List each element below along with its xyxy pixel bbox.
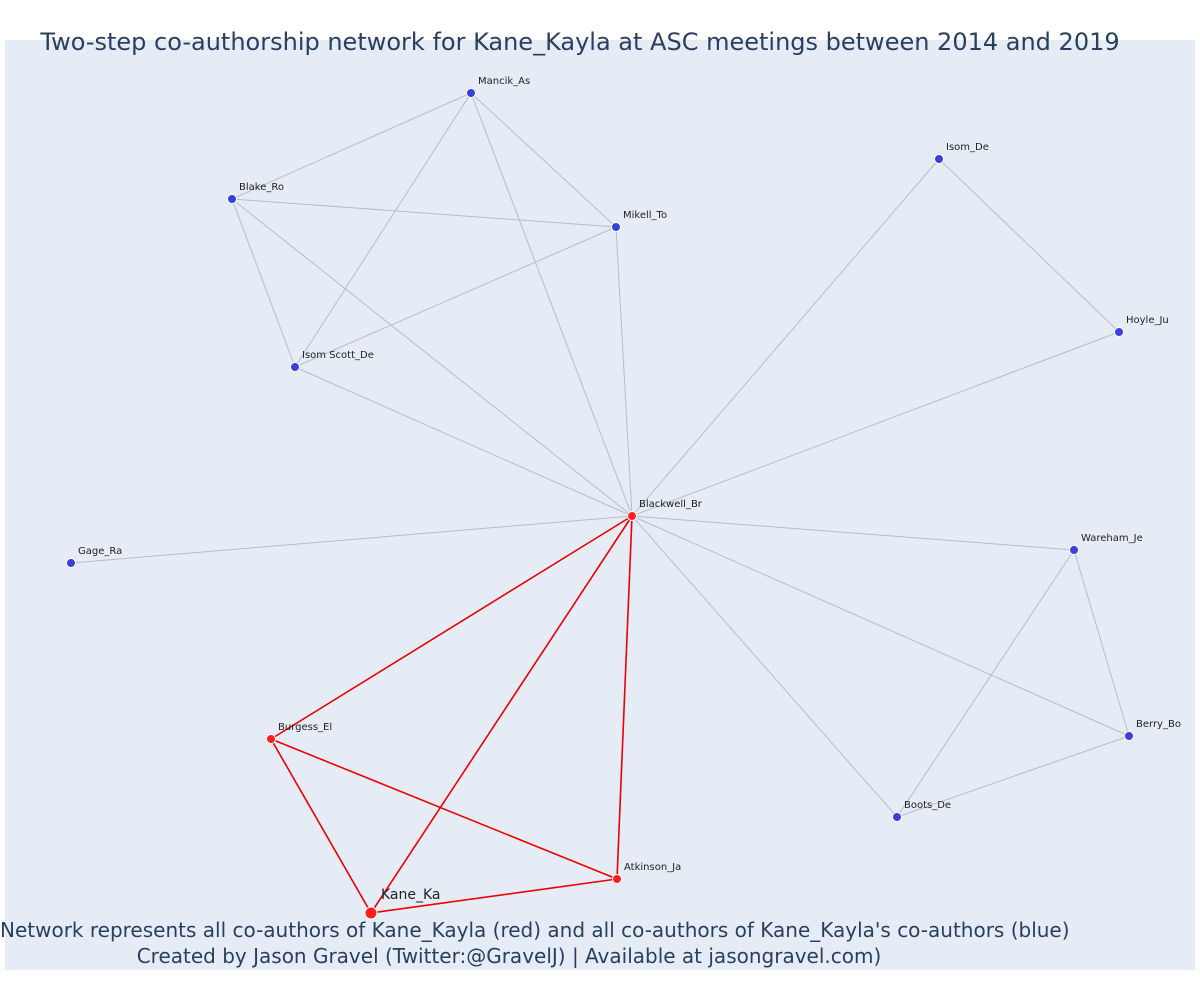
node-label-Mikell_To: Mikell_To (623, 210, 667, 221)
node-label-Boots_De: Boots_De (904, 800, 951, 811)
chart-title: Two-step co-authorship network for Kane_… (40, 28, 1120, 56)
edge-Isom_De-Blackwell_Br (631, 158, 940, 517)
edge-Mikell_To-Blackwell_Br (615, 226, 633, 517)
nodes-layer (66, 88, 1134, 920)
edge-Blackwell_Br-Atkinson_Ja (616, 515, 633, 880)
edge-Mancik_As-Mikell_To (470, 92, 617, 228)
edges-layer (70, 92, 1130, 914)
edge-Berry_Bo-Blackwell_Br (631, 515, 1130, 737)
node-label-Wareham_Je: Wareham_Je (1081, 533, 1143, 544)
node-Wareham_Je[interactable] (1069, 545, 1079, 555)
node-Atkinson_Ja[interactable] (612, 874, 622, 884)
node-Boots_De[interactable] (892, 812, 902, 822)
node-label-Hoyle_Ju: Hoyle_Ju (1126, 315, 1169, 326)
edge-Gage_Ra-Blackwell_Br (70, 515, 633, 564)
edge-Boots_De-Blackwell_Br (631, 515, 898, 818)
node-Isom_De[interactable] (934, 154, 944, 164)
node-Blackwell_Br[interactable] (627, 511, 637, 521)
node-Mancik_As[interactable] (466, 88, 476, 98)
edge-Mancik_As-Blake_Ro (231, 92, 472, 200)
edge-Blake_Ro-Blackwell_Br (231, 198, 633, 517)
edge-Wareham_Je-Boots_De (896, 549, 1075, 818)
node-label-Atkinson_Ja: Atkinson_Ja (624, 862, 681, 873)
edge-Blake_Ro-Isom_Scott_De (231, 198, 296, 368)
edge-Mikell_To-Isom_Scott_De (294, 226, 617, 368)
edge-Burgess_El-Kane_Ka (270, 738, 372, 914)
caption-legend: Network represents all co-authors of Kan… (0, 918, 1070, 942)
node-label-Gage_Ra: Gage_Ra (78, 546, 122, 557)
edge-Isom_Scott_De-Blackwell_Br (294, 366, 633, 517)
edge-Wareham_Je-Berry_Bo (1073, 549, 1130, 737)
edge-Isom_De-Hoyle_Ju (938, 158, 1120, 333)
edge-Blake_Ro-Mikell_To (231, 198, 617, 228)
edge-Blackwell_Br-Kane_Ka (370, 515, 633, 914)
edge-Burgess_El-Atkinson_Ja (270, 738, 618, 880)
node-Mikell_To[interactable] (611, 222, 621, 232)
edge-Hoyle_Ju-Blackwell_Br (631, 331, 1120, 517)
edge-Mancik_As-Blackwell_Br (470, 92, 633, 517)
node-Burgess_El[interactable] (266, 734, 276, 744)
node-Berry_Bo[interactable] (1124, 731, 1134, 741)
node-label-Isom_De: Isom_De (946, 142, 989, 153)
plot-area (5, 40, 1195, 970)
caption-credit: Created by Jason Gravel (Twitter:@Gravel… (136, 944, 882, 968)
node-label-Blake_Ro: Blake_Ro (239, 182, 284, 193)
node-Blake_Ro[interactable] (227, 194, 237, 204)
node-label-Mancik_As: Mancik_As (478, 76, 530, 87)
node-Hoyle_Ju[interactable] (1114, 327, 1124, 337)
node-Gage_Ra[interactable] (66, 558, 76, 568)
edge-Berry_Bo-Boots_De (896, 735, 1130, 818)
edge-Atkinson_Ja-Kane_Ka (370, 878, 618, 914)
node-label-Blackwell_Br: Blackwell_Br (639, 499, 703, 510)
node-label-Burgess_El: Burgess_El (278, 722, 332, 733)
node-label-Berry_Bo: Berry_Bo (1136, 719, 1181, 730)
edge-Mancik_As-Isom_Scott_De (294, 92, 472, 368)
node-label-Isom_Scott_De: Isom Scott_De (302, 350, 374, 361)
node-Isom_Scott_De[interactable] (290, 362, 300, 372)
node-label-Kane_Ka: Kane_Ka (381, 887, 441, 903)
labels-layer: Kane_Ka Blackwell_Br Burgess_El Atkinson_Ja… (78, 76, 1181, 903)
node-Kane_Ka[interactable] (364, 906, 378, 920)
edge-Blackwell_Br-Burgess_El (270, 515, 633, 740)
edge-Wareham_Je-Blackwell_Br (631, 515, 1075, 551)
